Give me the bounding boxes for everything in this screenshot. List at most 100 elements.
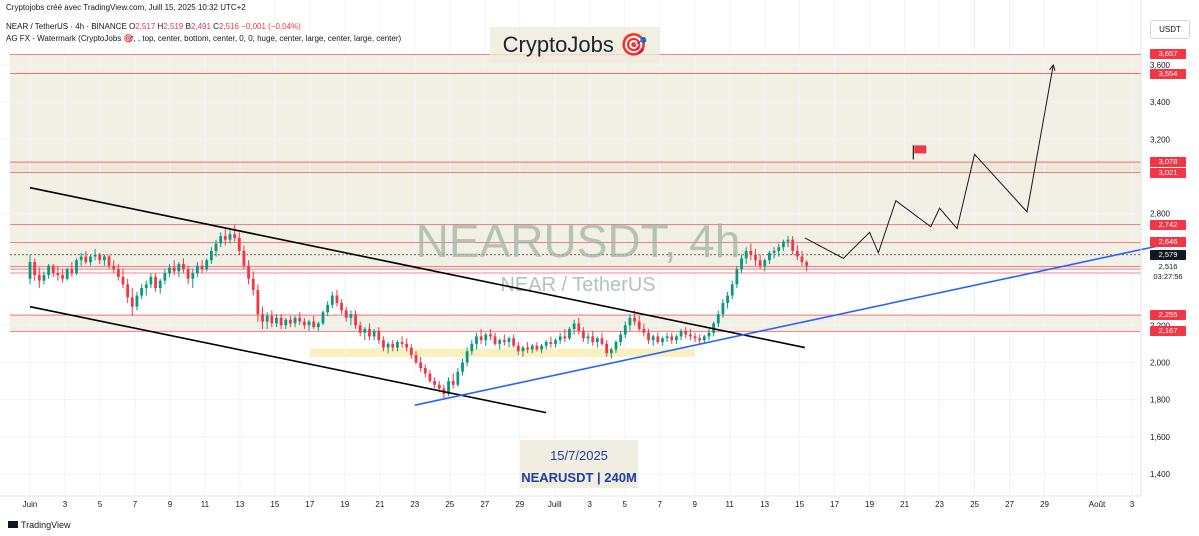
- candle-body: [633, 317, 636, 322]
- candle-body: [470, 343, 474, 352]
- candle-body: [214, 243, 218, 251]
- y-tick-label: 1,400: [1150, 470, 1171, 479]
- x-tick-label: 29: [515, 500, 524, 509]
- candle-body: [549, 342, 553, 344]
- candle-body: [512, 338, 516, 346]
- candle-body: [558, 336, 562, 341]
- candle-body: [647, 332, 650, 341]
- x-tick-label: 17: [830, 500, 839, 509]
- price-level-tag: 3,078: [1150, 157, 1186, 168]
- candle-body: [284, 319, 288, 326]
- candle-body: [433, 381, 436, 385]
- candle-body: [544, 342, 548, 346]
- projection-path: [804, 64, 1054, 259]
- x-tick-label: 17: [305, 500, 314, 509]
- x-tick-label: 11: [726, 500, 735, 509]
- x-tick-label: Août: [1089, 500, 1106, 509]
- x-tick-label: 5: [98, 500, 103, 509]
- candle-body: [130, 297, 134, 307]
- ohlc-high-label: H: [157, 22, 164, 31]
- x-tick-label: 3: [588, 500, 593, 509]
- blue-trendline: [414, 243, 1168, 406]
- candle-body: [51, 265, 55, 274]
- candle-body: [42, 275, 46, 281]
- tradingview-logo: TradingView: [8, 520, 71, 530]
- currency-button[interactable]: USDT: [1150, 20, 1190, 39]
- candle-body: [293, 317, 297, 324]
- axes-layer: [0, 0, 1142, 497]
- x-tick-label: 5: [622, 500, 627, 509]
- candle-body: [182, 263, 185, 270]
- candle-body: [582, 330, 585, 339]
- x-tick-label: 29: [1040, 500, 1049, 509]
- x-tick-label: Juill: [548, 500, 562, 509]
- candle-body: [144, 284, 148, 289]
- candle-body: [735, 269, 739, 285]
- candle-body: [79, 256, 83, 261]
- projection-arrowhead: [1049, 63, 1056, 71]
- candle-body: [572, 323, 576, 329]
- candle-body: [228, 234, 232, 240]
- x-tick-label: 15: [270, 500, 279, 509]
- candle-body: [116, 269, 120, 277]
- candle-body: [800, 256, 804, 263]
- candle-body: [107, 256, 111, 266]
- candle-body: [721, 302, 725, 315]
- ohlc-low-value: 2,491: [190, 22, 211, 31]
- candle-body: [242, 250, 246, 266]
- candle-body: [400, 342, 404, 344]
- price-level-tag: 3,554: [1150, 68, 1186, 79]
- candle-body: [726, 295, 729, 303]
- candle-body: [758, 260, 762, 266]
- candle-body: [698, 338, 702, 341]
- candle-body: [312, 321, 316, 328]
- ohlc-low-label: B: [185, 22, 191, 31]
- candle-body: [219, 236, 223, 244]
- candle-body: [140, 288, 144, 296]
- candle-body: [595, 338, 599, 343]
- candle-body: [805, 262, 809, 266]
- price-level-tag: 2,167: [1150, 326, 1186, 337]
- candle-body: [456, 371, 460, 385]
- candle-body: [577, 323, 581, 331]
- x-tick-label: 9: [692, 500, 697, 509]
- x-tick-label: 7: [133, 500, 138, 509]
- x-tick-label: 21: [900, 500, 909, 509]
- candle-body: [409, 347, 413, 356]
- candle-body: [358, 325, 362, 333]
- candle-body: [475, 336, 478, 344]
- candle-body: [730, 284, 734, 296]
- candle-body: [772, 250, 776, 253]
- x-axis: Juin 3 5 7 9 11 13 15 17 19 21 23 25 27 29 Juill 3 5 7 9 11 1…: [23, 500, 1135, 509]
- x-tick-label: 19: [340, 500, 349, 509]
- candle-body: [554, 340, 557, 344]
- highlight-zone: [309, 348, 695, 357]
- candle-body: [344, 310, 348, 318]
- candle-body: [679, 330, 683, 337]
- candle-body: [372, 330, 376, 337]
- pair-timeframe-watermark: NEARUSDT | 240M: [521, 470, 637, 485]
- black-trendline: [29, 186, 806, 349]
- candle-body: [270, 315, 274, 324]
- symbol-name-watermark: NEAR / TetherUS: [500, 274, 655, 296]
- candle-body: [744, 250, 748, 259]
- candle-body: [665, 336, 669, 339]
- brand-watermark: CryptoJobs 🎯: [503, 32, 648, 57]
- brand-watermark-box: [490, 27, 660, 63]
- candle-body: [121, 276, 125, 285]
- candle-body: [754, 254, 757, 261]
- candle-body: [89, 256, 92, 263]
- x-tick-label: 3: [63, 500, 68, 509]
- candle-body: [75, 260, 78, 274]
- price-level-tag: 2,255: [1150, 310, 1186, 321]
- candle-body: [177, 263, 181, 272]
- candle-body: [563, 336, 567, 339]
- candle-body: [498, 340, 502, 344]
- candle-body: [637, 321, 641, 329]
- y-tick-label: 1,600: [1150, 433, 1171, 442]
- candle-body: [437, 384, 441, 389]
- candle-body: [516, 345, 520, 352]
- price-level-tag: 3,657: [1150, 49, 1186, 60]
- candle-body: [98, 254, 102, 261]
